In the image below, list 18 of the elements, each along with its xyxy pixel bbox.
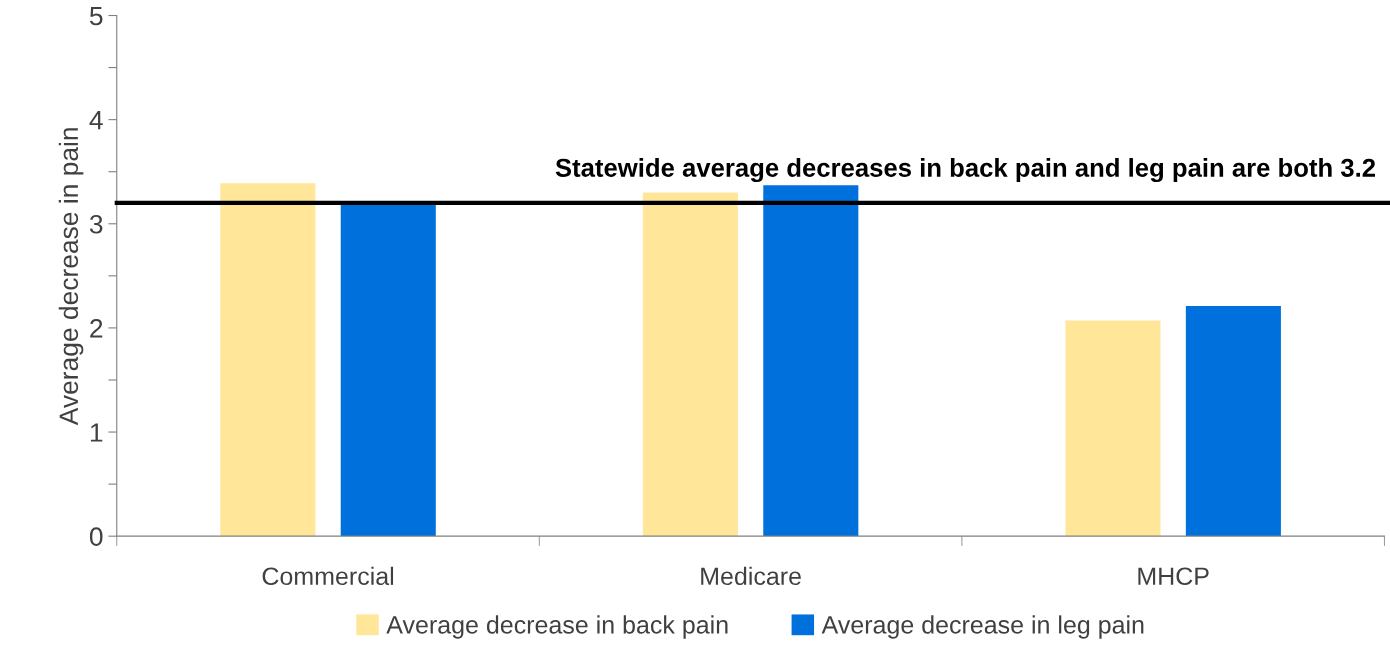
- legend-label: Average decrease in leg pain: [821, 615, 1144, 639]
- y-axis-title: Average decrease in pain: [58, 128, 84, 426]
- bar: [642, 192, 738, 537]
- legend-label: Average decrease in back pain: [386, 615, 728, 639]
- y-tick-label: 3: [89, 214, 103, 234]
- ref-line-label: Statewide average decreases in back pain and leg pain are both 3.2: [555, 158, 1376, 183]
- bar: [763, 185, 859, 537]
- y-tick-label: 4: [89, 111, 103, 130]
- y-tick-label: 0: [89, 527, 103, 546]
- x-tick-label: Commercial: [262, 566, 394, 586]
- x-tick-label: Medicare: [701, 566, 801, 586]
- y-tick-label: 1: [90, 423, 103, 442]
- bar: [1185, 306, 1281, 537]
- y-tick-label: 2: [90, 319, 103, 338]
- bar: [1065, 320, 1161, 537]
- y-tick-label: 5: [89, 6, 103, 26]
- bar: [220, 183, 316, 537]
- x-tick-label: MHCP: [1138, 567, 1209, 586]
